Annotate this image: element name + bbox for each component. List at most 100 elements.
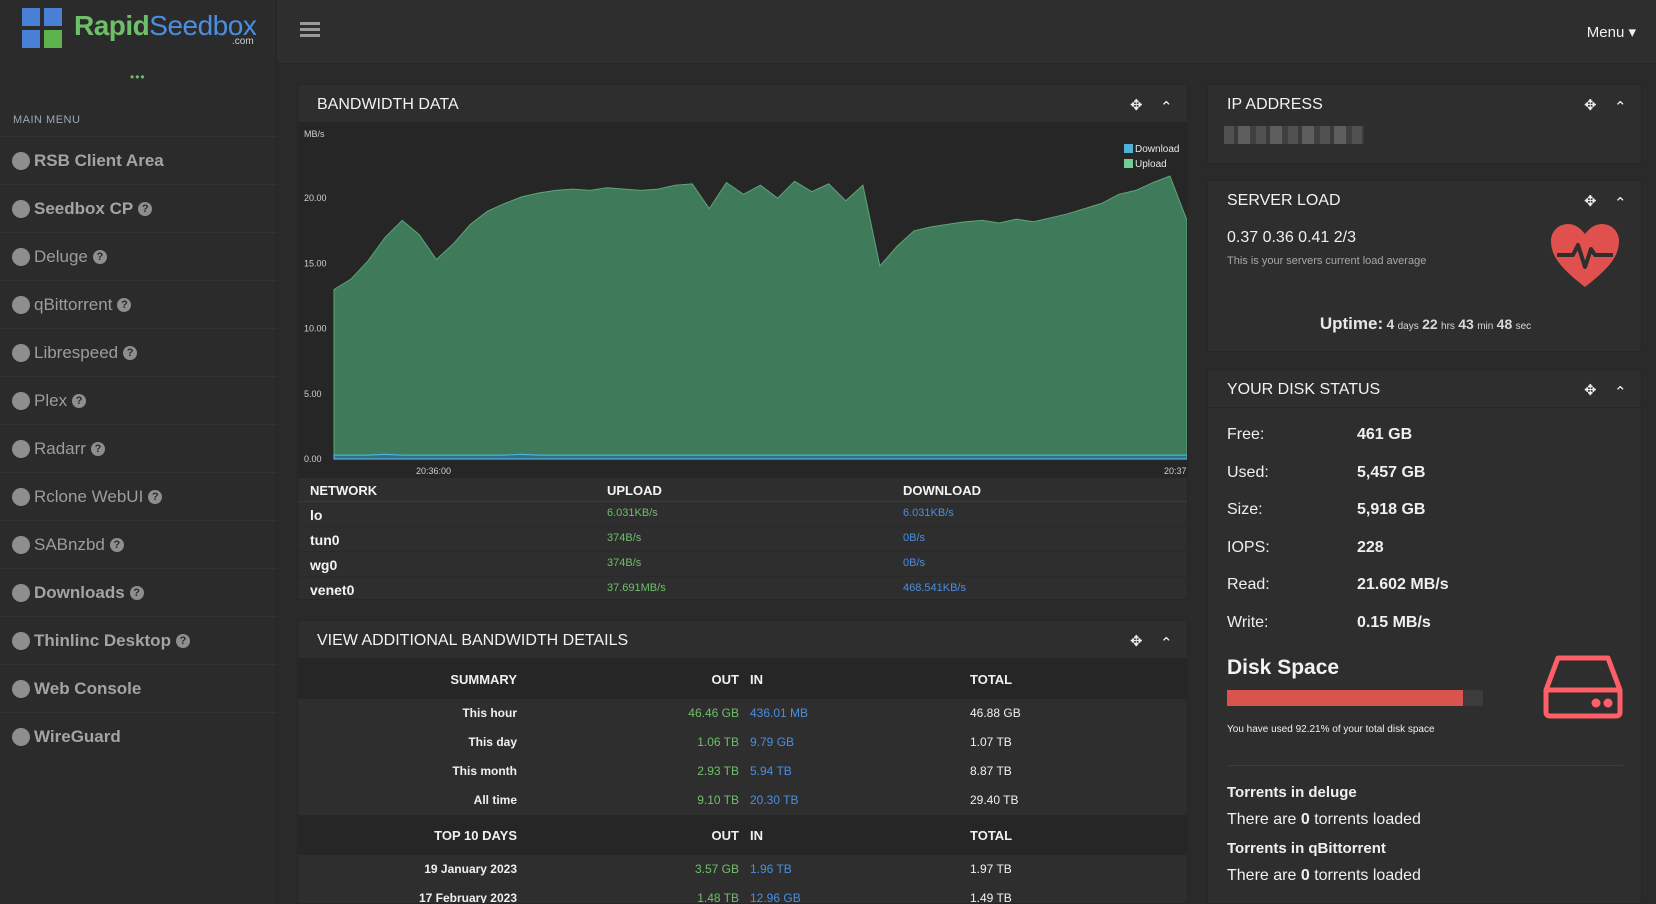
ip-address-panel: IP ADDRESS ✥ ⌃	[1207, 84, 1642, 164]
main-menu-title: MAIN MENU	[13, 114, 81, 126]
bw-in: 20.30 TB	[750, 793, 799, 807]
bw-label: All time	[473, 793, 517, 807]
summary-row: All time 9.10 TB 20.30 TB 29.40 TB	[298, 786, 1187, 815]
globe-icon	[12, 199, 30, 218]
sidebar-item-radarr[interactable]: Radarr?	[0, 424, 277, 472]
move-icon[interactable]: ✥	[1130, 97, 1143, 114]
radarr-icon	[12, 439, 30, 458]
logo[interactable]: RapidSeedbox .com	[0, 0, 277, 64]
sidebar-nav: RSB Client Area Seedbox CP? Deluge? qBittor…	[0, 136, 277, 760]
sidebar-item-qbittorrent[interactable]: qBittorrent?	[0, 280, 277, 328]
move-icon[interactable]: ✥	[1584, 193, 1597, 210]
disk-stat-value: 5,918 GB	[1357, 501, 1426, 519]
torrents-qbittorrent-status: There are 0 torrents loaded	[1227, 867, 1421, 885]
sidebar-item-librespeed[interactable]: Librespeed?	[0, 328, 277, 376]
logo-square	[22, 30, 40, 48]
help-icon[interactable]: ?	[123, 345, 138, 360]
disk-stat-label: Free:	[1227, 426, 1265, 443]
uptime-sec-unit: sec	[1515, 321, 1532, 332]
network-iface: tun0	[310, 532, 340, 548]
wireguard-icon	[12, 727, 30, 746]
help-icon[interactable]: ?	[148, 489, 163, 504]
uptime-min-unit: min	[1477, 321, 1494, 332]
bw-out: OUT	[711, 672, 739, 687]
legend-swatch	[1124, 159, 1133, 168]
bw-out: 46.46 GB	[688, 706, 739, 720]
bw-label: This hour	[462, 706, 517, 720]
help-icon[interactable]: ?	[175, 633, 190, 648]
globe-icon	[12, 151, 30, 170]
bandwidth-details-header: VIEW ADDITIONAL BANDWIDTH DETAILS ✥ ⌃	[298, 621, 1187, 659]
sidebar-item-downloads[interactable]: Downloads?	[0, 568, 277, 616]
network-download: 0B/s	[903, 532, 926, 544]
bw-out: 2.93 TB	[697, 764, 739, 778]
heartbeat-icon	[1551, 224, 1619, 287]
help-icon[interactable]: ?	[129, 585, 144, 600]
sidebar-item-rsb-client-area[interactable]: RSB Client Area	[0, 136, 277, 184]
move-icon[interactable]: ✥	[1584, 97, 1597, 114]
hamburger-menu-icon[interactable]	[300, 22, 320, 38]
disk-stat-value: 0.15 MB/s	[1357, 614, 1431, 631]
sidebar-item-plex[interactable]: Plex?	[0, 376, 277, 424]
bandwidth-details-table: SUMMARY OUT IN TOTAL This hour 46.46 GB 436.01…	[298, 659, 1187, 904]
bw-total: TOTAL	[970, 672, 1013, 687]
help-icon[interactable]: ?	[92, 249, 107, 264]
collapse-icon[interactable]: ⌃	[1160, 99, 1173, 116]
bw-in: IN	[750, 672, 763, 687]
disk-stat-row: Size: 5,918 GB	[1227, 501, 1425, 519]
uptime-min: 43	[1458, 316, 1474, 332]
help-icon[interactable]: ?	[138, 201, 153, 216]
bw-total: 1.49 TB	[970, 891, 1012, 904]
network-upload: 6.031KB/s	[607, 507, 658, 519]
logo-brand-b: Seedbox	[149, 10, 257, 41]
bw-total: 1.97 TB	[970, 862, 1012, 876]
sidebar-item-thinlinc-desktop[interactable]: Thinlinc Desktop?	[0, 616, 277, 664]
sidebar-item-seedbox-cp[interactable]: Seedbox CP?	[0, 184, 277, 232]
network-header: NETWORK UPLOAD DOWNLOAD	[298, 478, 1187, 502]
help-icon[interactable]: ?	[117, 297, 132, 312]
move-icon[interactable]: ✥	[1584, 382, 1597, 399]
collapse-icon[interactable]: ⌃	[1614, 195, 1627, 212]
sidebar-item-label: Downloads	[34, 582, 125, 602]
network-iface: lo	[310, 507, 323, 523]
ip-address-value-redacted	[1224, 126, 1364, 144]
collapse-icon[interactable]: ⌃	[1614, 384, 1627, 401]
sidebar-item-label: Thinlinc Desktop	[34, 630, 171, 650]
sidebar-item-deluge[interactable]: Deluge?	[0, 232, 277, 280]
header-download: DOWNLOAD	[903, 483, 981, 498]
bandwidth-chart: MB/s 0.00 5.00 10.00 15.00 20.00 20:36:00 20:37…	[298, 123, 1188, 478]
bw-in: 12.96 GB	[750, 891, 801, 904]
bandwidth-title: BANDWIDTH DATA	[317, 96, 459, 113]
help-icon[interactable]: ?	[90, 441, 105, 456]
sabnzbd-icon	[12, 535, 30, 554]
header-network: NETWORK	[310, 483, 378, 498]
sidebar-item-sabnzbd[interactable]: SABnzbd?	[0, 520, 277, 568]
sidebar-item-rclone-webui[interactable]: Rclone WebUI?	[0, 472, 277, 520]
sidebar-item-label: SABnzbd	[34, 534, 105, 554]
server-load-title: SERVER LOAD	[1227, 192, 1341, 209]
disk-usage-bar	[1227, 690, 1483, 706]
help-icon[interactable]: ?	[72, 393, 87, 408]
move-icon[interactable]: ✥	[1130, 633, 1143, 650]
summary-row: This day 1.06 TB 9.79 GB 1.07 TB	[298, 728, 1187, 757]
bw-label: TOP 10 DAYS	[434, 828, 517, 843]
bw-out: 1.06 TB	[697, 735, 739, 749]
speedometer-icon	[12, 343, 30, 362]
bw-in: 1.96 TB	[750, 862, 792, 876]
desktop-icon	[12, 631, 30, 650]
x-tick-label: 20:37	[1164, 466, 1187, 476]
help-icon[interactable]: ?	[109, 537, 124, 552]
sidebar-item-wireguard[interactable]: WireGuard	[0, 712, 277, 760]
sidebar-item-web-console[interactable]: Web Console	[0, 664, 277, 712]
top-day-row: 17 February 2023 1.48 TB 12.96 GB 1.49 TB	[298, 884, 1187, 904]
top-menu-dropdown[interactable]: Menu ▾	[1586, 24, 1636, 41]
divider	[1227, 765, 1623, 766]
collapse-icon[interactable]: ⌃	[1614, 99, 1627, 116]
logo-square	[22, 8, 40, 26]
disk-stat-label: Used:	[1227, 463, 1269, 481]
collapse-icon[interactable]: ⌃	[1160, 635, 1173, 652]
server-load-panel: SERVER LOAD ✥ ⌃ 0.37 0.36 0.41 2/3 This …	[1207, 180, 1642, 352]
bandwidth-chart-svg: MB/s 0.00 5.00 10.00 15.00 20.00 20:36:00 20:37…	[304, 129, 1188, 476]
bw-total: 29.40 TB	[970, 793, 1019, 807]
bw-out: 9.10 TB	[697, 793, 739, 807]
